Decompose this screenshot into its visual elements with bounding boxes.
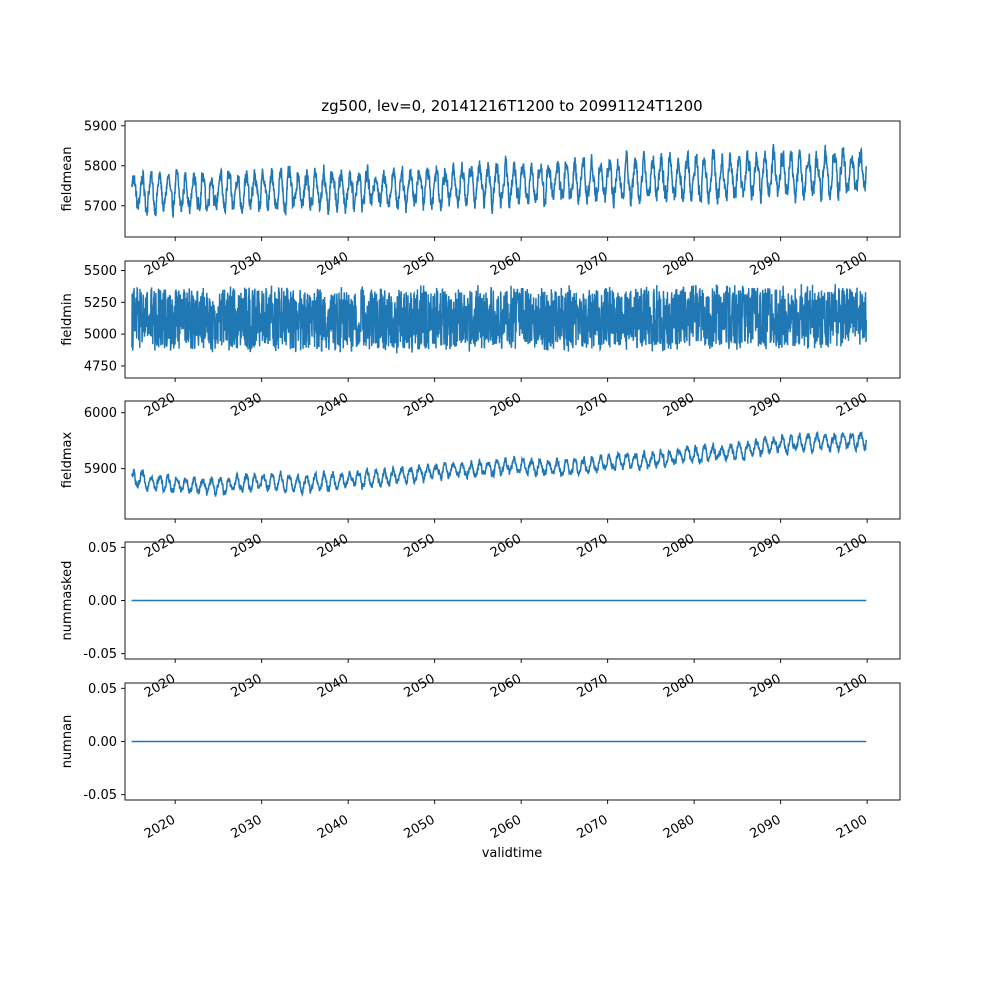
y-tick-label: 0.05 bbox=[88, 682, 117, 697]
y-tick-label: 0.00 bbox=[88, 594, 117, 609]
x-tick-label: 2090 bbox=[747, 249, 783, 279]
fieldmin-series-line bbox=[131, 284, 868, 354]
y-tick-label: 5800 bbox=[84, 159, 117, 174]
x-tick-label: 2040 bbox=[315, 390, 351, 420]
subplot-nummasked: -0.05 0.00 0.05 2020 2030 2040 2050 2060 2070 208… bbox=[60, 541, 901, 701]
x-tick-label: 2060 bbox=[488, 390, 524, 420]
x-tick-label: 2070 bbox=[574, 671, 610, 701]
x-tick-label: 2100 bbox=[834, 812, 870, 842]
x-tick-label: 2020 bbox=[142, 531, 178, 561]
x-tick-label: 2050 bbox=[401, 390, 437, 420]
subplot-fieldmean: 5700 5800 5900 2020 2030 2040 2050 2060 2070 2080… bbox=[60, 119, 901, 279]
y-axis-label: nummasked bbox=[60, 561, 75, 641]
y-tick-label: -0.05 bbox=[83, 788, 117, 803]
x-tick-label: 2030 bbox=[229, 531, 265, 561]
x-tick-label: 2050 bbox=[401, 671, 437, 701]
subplot-fieldmin: 4750 5000 5250 5500 2020 2030 2040 2050 2060 2070… bbox=[60, 260, 901, 420]
x-tick-label: 2080 bbox=[661, 531, 697, 561]
x-tick-label: 2090 bbox=[747, 531, 783, 561]
x-tick-label: 2020 bbox=[142, 390, 178, 420]
x-tick-label: 2020 bbox=[142, 249, 178, 279]
y-tick-label: 4750 bbox=[84, 359, 117, 374]
x-tick-label: 2040 bbox=[315, 249, 351, 279]
x-tick-label: 2080 bbox=[661, 390, 697, 420]
x-tick-label: 2020 bbox=[142, 812, 178, 842]
y-tick-label: 6000 bbox=[84, 406, 117, 421]
y-axis-label: fieldmax bbox=[60, 432, 75, 489]
x-tick-label: 2060 bbox=[488, 531, 524, 561]
x-tick-label: 2100 bbox=[834, 249, 870, 279]
x-tick-label: 2080 bbox=[661, 249, 697, 279]
y-tick-label: -0.05 bbox=[83, 647, 117, 662]
x-tick-label: 2050 bbox=[401, 531, 437, 561]
x-tick-label: 2030 bbox=[229, 671, 265, 701]
x-tick-label: 2040 bbox=[315, 531, 351, 561]
y-tick-label: 0.05 bbox=[88, 541, 117, 556]
x-axis-label: validtime bbox=[482, 846, 543, 861]
figure-title: zg500, lev=0, 20141216T1200 to 20991124T… bbox=[321, 97, 702, 115]
x-tick-label: 2090 bbox=[747, 812, 783, 842]
x-tick-label: 2090 bbox=[747, 671, 783, 701]
x-tick-label: 2100 bbox=[834, 671, 870, 701]
axes-frame bbox=[124, 400, 901, 520]
fieldmean-series-line bbox=[131, 143, 868, 218]
subplot-numnan: -0.05 0.00 0.05 2020 2030 2040 2050 2060 2070 208… bbox=[60, 682, 901, 842]
x-tick-label: 2070 bbox=[574, 812, 610, 842]
x-tick-label: 2020 bbox=[142, 671, 178, 701]
y-tick-label: 0.00 bbox=[88, 735, 117, 750]
x-tick-label: 2040 bbox=[315, 812, 351, 842]
subplot-stack: 5700 5800 5900 2020 2030 2040 2050 2060 2070 2080… bbox=[60, 119, 901, 842]
y-tick-label: 5250 bbox=[84, 296, 117, 311]
x-tick-label: 2030 bbox=[229, 249, 265, 279]
x-tick-label: 2060 bbox=[488, 812, 524, 842]
x-tick-label: 2030 bbox=[229, 390, 265, 420]
subplot-fieldmax: 5900 6000 2020 2030 2040 2050 2060 2070 2080 2090… bbox=[60, 400, 901, 561]
x-tick-label: 2050 bbox=[401, 812, 437, 842]
y-tick-label: 5700 bbox=[84, 199, 117, 214]
x-tick-label: 2050 bbox=[401, 249, 437, 279]
x-tick-label: 2060 bbox=[488, 671, 524, 701]
x-tick-label: 2080 bbox=[661, 671, 697, 701]
x-tick-label: 2070 bbox=[574, 249, 610, 279]
fieldmax-series-line bbox=[131, 430, 868, 498]
y-axis-label: numnan bbox=[60, 715, 75, 769]
x-tick-label: 2100 bbox=[834, 531, 870, 561]
x-tick-label: 2040 bbox=[315, 671, 351, 701]
x-tick-label: 2070 bbox=[574, 390, 610, 420]
x-tick-label: 2100 bbox=[834, 390, 870, 420]
x-tick-label: 2080 bbox=[661, 812, 697, 842]
axes-frame bbox=[124, 260, 901, 379]
axes-frame bbox=[124, 120, 901, 238]
y-tick-label: 5900 bbox=[84, 462, 117, 477]
y-axis-label: fieldmean bbox=[60, 147, 75, 212]
y-tick-label: 5000 bbox=[84, 328, 117, 343]
y-axis-label: fieldmin bbox=[60, 293, 75, 346]
x-tick-label: 2090 bbox=[747, 390, 783, 420]
x-tick-label: 2060 bbox=[488, 249, 524, 279]
x-tick-label: 2030 bbox=[229, 812, 265, 842]
y-tick-label: 5900 bbox=[84, 119, 117, 134]
y-tick-label: 5500 bbox=[84, 264, 117, 279]
x-tick-label: 2070 bbox=[574, 531, 610, 561]
